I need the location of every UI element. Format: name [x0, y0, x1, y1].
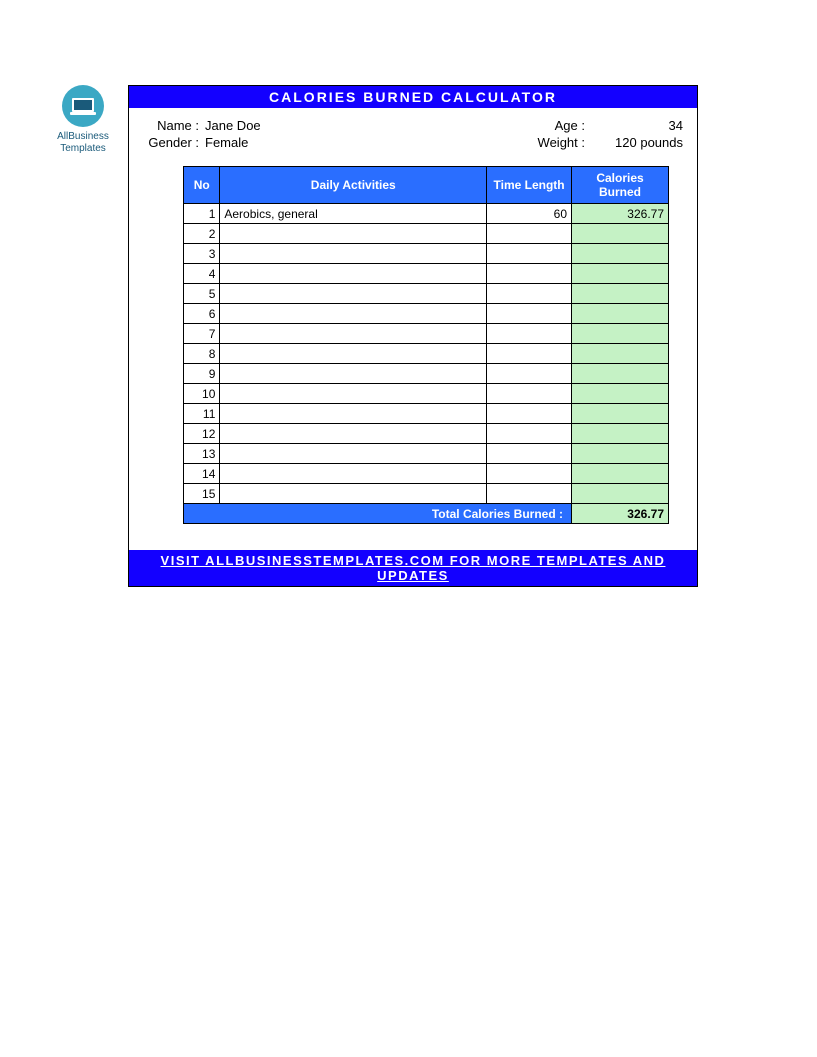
row-no: 11 — [184, 404, 220, 424]
row-no: 13 — [184, 444, 220, 464]
row-no: 10 — [184, 384, 220, 404]
row-activity[interactable] — [220, 444, 487, 464]
row-no: 5 — [184, 284, 220, 304]
title-bar: CALORIES BURNED CALCULATOR — [129, 86, 697, 108]
row-activity[interactable] — [220, 304, 487, 324]
table-row: 15 — [184, 484, 669, 504]
table-row: 12 — [184, 424, 669, 444]
table-row: 1Aerobics, general60326.77 — [184, 204, 669, 224]
row-activity[interactable] — [220, 284, 487, 304]
row-calories — [572, 404, 669, 424]
row-calories — [572, 284, 669, 304]
row-no: 4 — [184, 264, 220, 284]
row-activity[interactable] — [220, 244, 487, 264]
row-activity[interactable] — [220, 404, 487, 424]
row-no: 2 — [184, 224, 220, 244]
table-row: 3 — [184, 244, 669, 264]
row-calories — [572, 344, 669, 364]
row-activity[interactable] — [220, 424, 487, 444]
total-value: 326.77 — [572, 504, 669, 524]
row-calories — [572, 304, 669, 324]
row-time[interactable] — [487, 304, 572, 324]
row-no: 7 — [184, 324, 220, 344]
row-no: 12 — [184, 424, 220, 444]
table-row: 6 — [184, 304, 669, 324]
row-no: 6 — [184, 304, 220, 324]
row-time[interactable] — [487, 344, 572, 364]
row-time[interactable] — [487, 424, 572, 444]
row-time[interactable] — [487, 364, 572, 384]
age-label: Age : — [525, 118, 585, 133]
row-activity[interactable]: Aerobics, general — [220, 204, 487, 224]
info-section: Name : Jane Doe Age : 34 Gender : Female… — [129, 108, 697, 166]
row-activity[interactable] — [220, 364, 487, 384]
table-row: 4 — [184, 264, 669, 284]
row-time[interactable] — [487, 464, 572, 484]
row-calories — [572, 464, 669, 484]
row-calories — [572, 444, 669, 464]
table-row: 5 — [184, 284, 669, 304]
row-calories — [572, 484, 669, 504]
gender-label: Gender : — [141, 135, 199, 150]
row-activity[interactable] — [220, 384, 487, 404]
name-value[interactable]: Jane Doe — [199, 118, 319, 133]
row-calories — [572, 364, 669, 384]
table-row: 10 — [184, 384, 669, 404]
row-activity[interactable] — [220, 464, 487, 484]
header-calories: Calories Burned — [572, 167, 669, 204]
logo-text-2: Templates — [48, 143, 118, 155]
header-time: Time Length — [487, 167, 572, 204]
activities-table: No Daily Activities Time Length Calories… — [183, 166, 669, 524]
table-row: 13 — [184, 444, 669, 464]
row-no: 1 — [184, 204, 220, 224]
table-row: 8 — [184, 344, 669, 364]
table-row: 14 — [184, 464, 669, 484]
row-time[interactable] — [487, 484, 572, 504]
calculator-panel: CALORIES BURNED CALCULATOR Name : Jane D… — [128, 85, 698, 587]
row-no: 14 — [184, 464, 220, 484]
row-calories — [572, 324, 669, 344]
row-calories — [572, 384, 669, 404]
header-activities: Daily Activities — [220, 167, 487, 204]
table-row: 7 — [184, 324, 669, 344]
row-calories — [572, 424, 669, 444]
row-calories: 326.77 — [572, 204, 669, 224]
gender-value[interactable]: Female — [199, 135, 319, 150]
row-time[interactable] — [487, 384, 572, 404]
row-activity[interactable] — [220, 264, 487, 284]
row-time[interactable] — [487, 244, 572, 264]
logo-icon — [62, 85, 104, 127]
row-no: 9 — [184, 364, 220, 384]
weight-label: Weight : — [525, 135, 585, 150]
row-time[interactable] — [487, 284, 572, 304]
row-activity[interactable] — [220, 344, 487, 364]
row-no: 8 — [184, 344, 220, 364]
age-value[interactable]: 34 — [585, 118, 685, 133]
row-no: 15 — [184, 484, 220, 504]
footer-link[interactable]: VISIT ALLBUSINESSTEMPLATES.COM FOR MORE … — [129, 550, 697, 586]
logo: AllBusiness Templates — [48, 85, 118, 155]
row-activity[interactable] — [220, 324, 487, 344]
logo-text-1: AllBusiness — [48, 131, 118, 143]
header-no: No — [184, 167, 220, 204]
row-calories — [572, 244, 669, 264]
row-time[interactable] — [487, 224, 572, 244]
table-row: 9 — [184, 364, 669, 384]
row-calories — [572, 224, 669, 244]
row-time[interactable] — [487, 264, 572, 284]
row-time[interactable] — [487, 404, 572, 424]
weight-value[interactable]: 120 pounds — [585, 135, 685, 150]
row-time[interactable]: 60 — [487, 204, 572, 224]
total-label: Total Calories Burned : — [184, 504, 572, 524]
row-calories — [572, 264, 669, 284]
table-row: 11 — [184, 404, 669, 424]
name-label: Name : — [141, 118, 199, 133]
row-activity[interactable] — [220, 484, 487, 504]
row-activity[interactable] — [220, 224, 487, 244]
row-time[interactable] — [487, 324, 572, 344]
table-row: 2 — [184, 224, 669, 244]
row-no: 3 — [184, 244, 220, 264]
row-time[interactable] — [487, 444, 572, 464]
